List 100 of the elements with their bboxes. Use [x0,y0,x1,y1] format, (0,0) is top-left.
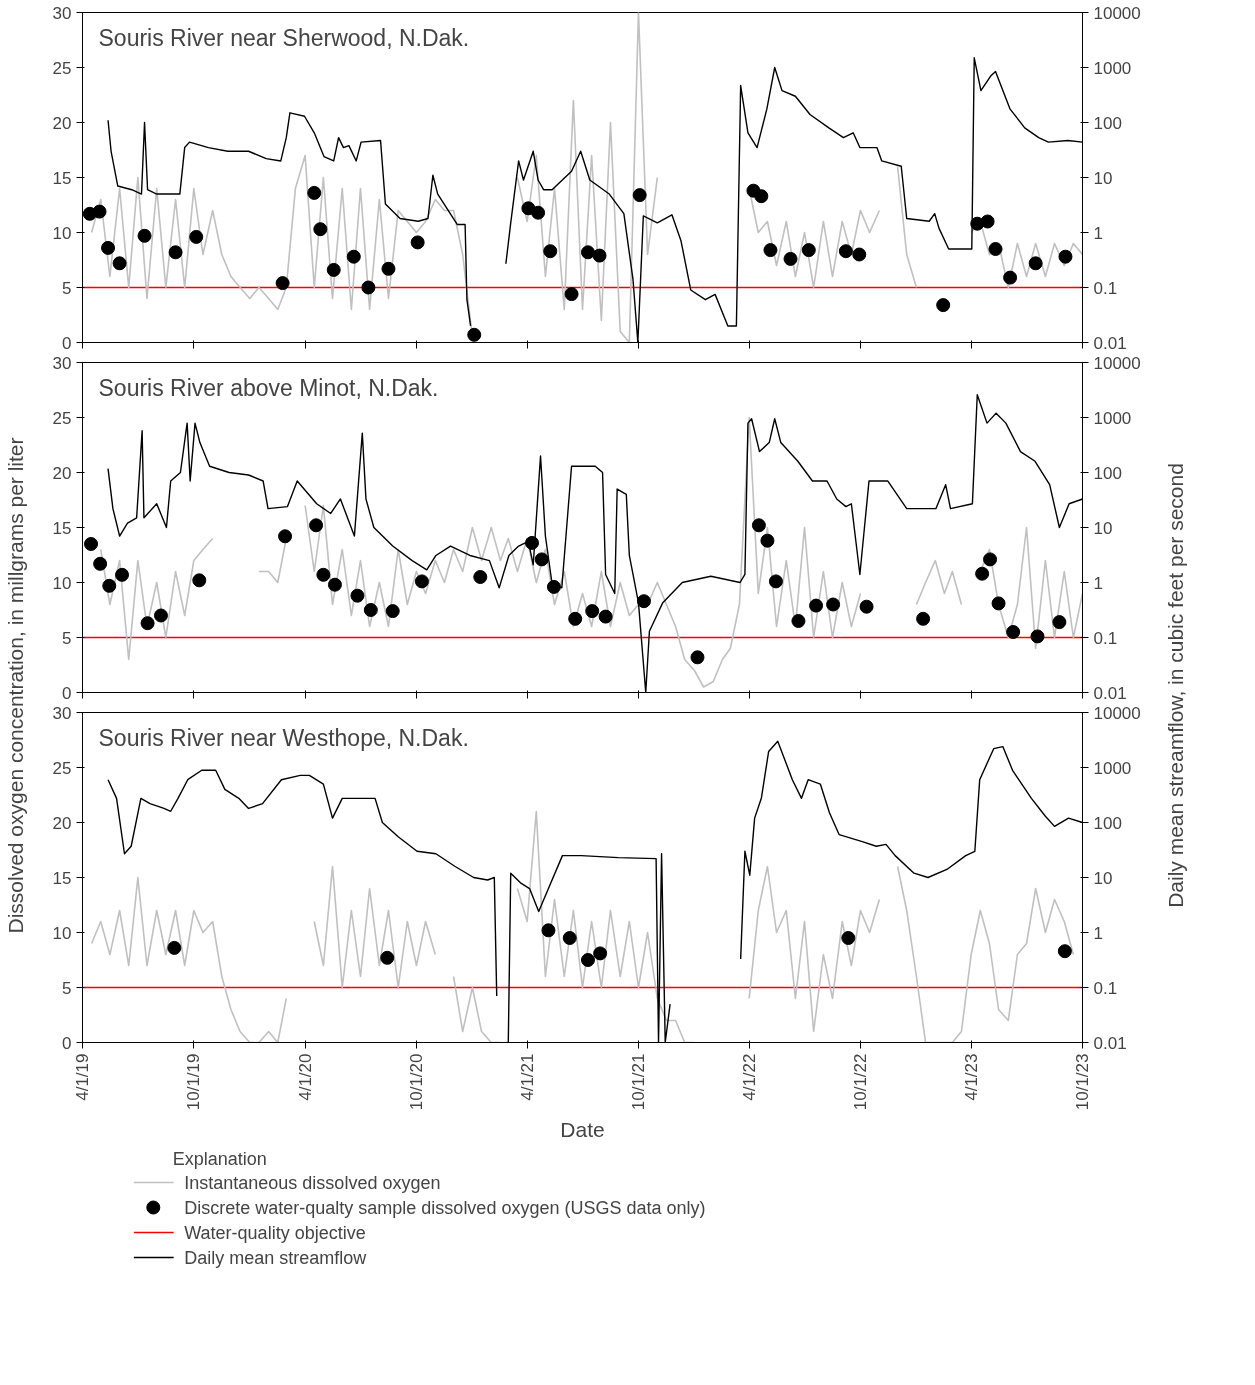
y2-tick-label: 0.1 [1093,278,1118,298]
point [754,189,769,204]
point [381,261,396,276]
point [975,566,990,581]
y2-tick-label: 10000 [1093,703,1141,723]
y2-tick-label: 10 [1093,518,1113,538]
point [167,940,182,955]
point [153,608,168,623]
y2-tick-label: 10000 [1093,353,1141,373]
point [1058,249,1073,264]
point [841,931,856,945]
y-tick-label: 0 [62,333,72,353]
y2-tick-label: 0.01 [1093,1033,1127,1053]
x-tick-label: 10/1/22 [850,1053,870,1111]
point [983,552,998,567]
point [541,923,556,938]
y-tick-label: 0 [62,1033,72,1053]
y-tick-label: 20 [52,813,72,833]
point [801,243,816,258]
point [690,650,705,665]
y2-tick-label: 10 [1093,168,1113,188]
point [275,276,290,291]
point [410,235,425,250]
point [636,594,651,609]
y2-tick-label: 1000 [1093,58,1132,78]
y-tick-label: 0 [62,683,72,703]
legend-label: Instantaneous dissolved oxygen [184,1172,441,1193]
point [534,552,549,567]
y-tick-label: 30 [52,3,72,23]
y2-tick-label: 100 [1093,463,1122,483]
y2-tick-label: 10 [1093,868,1113,888]
point [593,946,608,961]
point [592,248,607,263]
point [84,537,99,551]
y-tick-label: 10 [52,573,72,593]
y-tick-label: 15 [52,168,72,188]
point [809,598,824,613]
y2-tick-label: 0.1 [1093,628,1118,648]
legend-label: Daily mean streamflow [184,1247,368,1268]
point [1006,625,1021,639]
point [326,262,341,277]
y2-tick-label: 1000 [1093,408,1132,428]
point [760,533,775,548]
y2-tick-label: 1 [1093,923,1103,943]
point [546,579,561,594]
point [93,556,108,571]
point [350,588,365,603]
x-tick-label: 10/1/19 [184,1053,204,1111]
y2-tick-label: 100 [1093,813,1122,833]
point [936,298,951,313]
point [838,244,853,259]
point [112,256,127,271]
point [346,249,361,264]
x-tick-label: 10/1/20 [406,1053,426,1111]
point [1057,944,1072,959]
text: Souris River near Sherwood, N.Dak. [98,24,470,51]
point [564,287,579,302]
point [137,228,152,243]
y-tick-label: 30 [52,703,72,723]
y2-tick-label: 0.01 [1093,683,1127,703]
x-tick-label: 4/1/20 [295,1053,315,1101]
point [168,245,183,260]
y-tick-label: 25 [52,758,72,778]
y-tick-label: 15 [52,518,72,538]
point [980,214,995,229]
y-tick-label: 5 [62,978,72,998]
point [278,529,293,544]
point [580,245,595,260]
legend-label: Water-quality objective [184,1222,366,1243]
legend-label: Discrete water-qualty sample dissolved oxygen (USGS data only) [184,1197,706,1218]
point [467,327,482,342]
point [102,578,117,593]
y2-tick-label: 0.1 [1093,978,1118,998]
point [473,570,488,584]
y2-tick-label: 100 [1093,113,1122,133]
point [385,604,400,619]
point [1030,629,1045,644]
point [189,229,204,244]
point [791,614,806,628]
y2-tick-label: 10000 [1093,3,1141,23]
y2-tick-label: 1 [1093,573,1103,593]
y-tick-label: 20 [52,463,72,483]
point [768,574,783,589]
point [1052,615,1067,630]
x-tick-label: 4/1/22 [739,1053,759,1101]
x-tick-label: 4/1/23 [961,1053,981,1101]
y-tick-label: 10 [52,223,72,243]
point [1028,256,1043,271]
point [307,185,322,200]
y-tick-label: 10 [52,923,72,943]
point [414,574,429,589]
point [101,240,116,255]
y2-tick-label: 1 [1093,223,1103,243]
y2-tick-label: 0.01 [1093,333,1127,353]
point [991,596,1006,611]
y-tick-label: 15 [52,868,72,888]
point [531,205,546,220]
y-tick-label: 5 [62,628,72,648]
y-tick-label: 30 [52,353,72,373]
point [361,280,376,295]
